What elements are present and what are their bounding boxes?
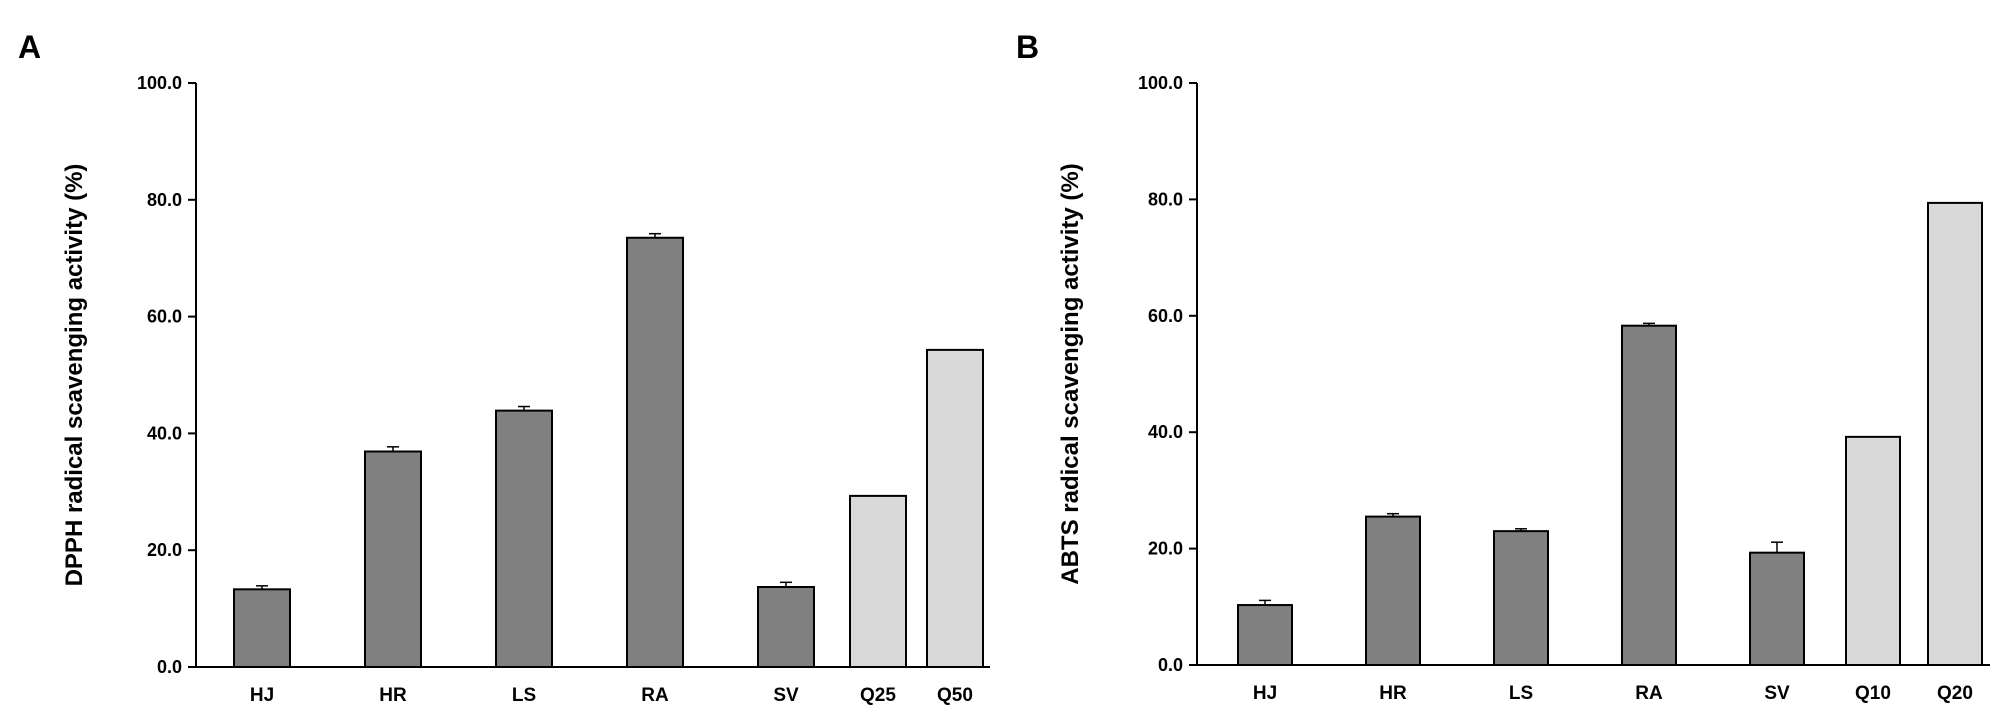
bar-LS — [495, 409, 553, 668]
bar-Q25 — [849, 494, 907, 668]
y-tick-label: 60.0 — [1148, 306, 1183, 326]
y-tick-label: 100.0 — [1138, 73, 1183, 93]
x-category-label: RA — [1635, 683, 1663, 704]
panel-letter: A — [18, 29, 41, 65]
x-category-label: HR — [379, 685, 407, 706]
panel-letter: B — [1016, 29, 1039, 65]
x-category-label: LS — [512, 685, 536, 706]
bar-RA — [1621, 324, 1677, 666]
bar-RA — [626, 236, 684, 668]
x-category-label: Q25 — [860, 685, 896, 706]
y-tick-label: 20.0 — [1148, 539, 1183, 559]
bar-LS — [1493, 530, 1549, 667]
x-category-label: SV — [1764, 683, 1790, 704]
x-category-label: Q10 — [1855, 683, 1891, 704]
y-axis-title: ABTS radical scavenging activity (%) — [1057, 163, 1084, 584]
bar-Q50 — [926, 348, 984, 668]
bar-Q20 — [1927, 201, 1983, 666]
y-tick-label: 60.0 — [147, 307, 182, 327]
y-tick-label: 40.0 — [147, 423, 182, 443]
y-tick-label: 0.0 — [157, 657, 182, 677]
y-tick-label: 80.0 — [147, 190, 182, 210]
bar-SV — [1749, 551, 1805, 667]
x-category-label: HJ — [250, 685, 274, 706]
x-category-label: Q20 — [1937, 683, 1973, 704]
x-category-label: Q50 — [937, 685, 973, 706]
y-tick-label: 100.0 — [137, 73, 182, 93]
x-category-label: HJ — [1253, 683, 1277, 704]
y-tick-label: 20.0 — [147, 540, 182, 560]
bar-HJ — [233, 588, 291, 668]
chart-panel-B: B ABTS radical scavenging activity (%) 0.0… — [1016, 29, 1990, 704]
bar-HR — [364, 450, 422, 668]
chart-panel-A: A DPPH radical scavenging activity (%) 0.0… — [18, 29, 990, 706]
y-axis-title: DPPH radical scavenging activity (%) — [61, 164, 88, 587]
bar-HR — [1365, 515, 1421, 667]
x-category-label: RA — [641, 685, 669, 706]
x-category-label: HR — [1379, 683, 1407, 704]
y-tick-label: 0.0 — [1158, 655, 1183, 675]
x-category-label: SV — [773, 685, 799, 706]
bar-HJ — [1237, 604, 1293, 667]
x-category-label: LS — [1509, 683, 1533, 704]
y-tick-label: 80.0 — [1148, 189, 1183, 209]
y-tick-label: 40.0 — [1148, 422, 1183, 442]
bar-SV — [757, 585, 815, 669]
bar-Q10 — [1845, 435, 1901, 666]
